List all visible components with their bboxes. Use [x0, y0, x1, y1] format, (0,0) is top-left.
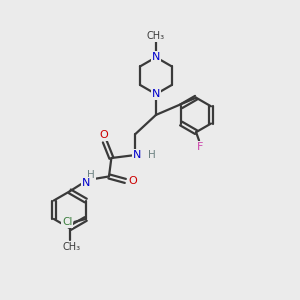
Text: N: N [82, 178, 90, 188]
Text: F: F [197, 142, 204, 152]
Text: H: H [87, 170, 95, 180]
Text: N: N [152, 52, 160, 62]
Text: N: N [132, 150, 141, 160]
Text: O: O [128, 176, 137, 186]
Text: H: H [148, 150, 155, 160]
Text: Cl: Cl [62, 217, 73, 227]
Text: O: O [100, 130, 108, 140]
Text: CH₃: CH₃ [62, 242, 80, 252]
Text: CH₃: CH₃ [147, 31, 165, 41]
Text: N: N [152, 89, 160, 99]
